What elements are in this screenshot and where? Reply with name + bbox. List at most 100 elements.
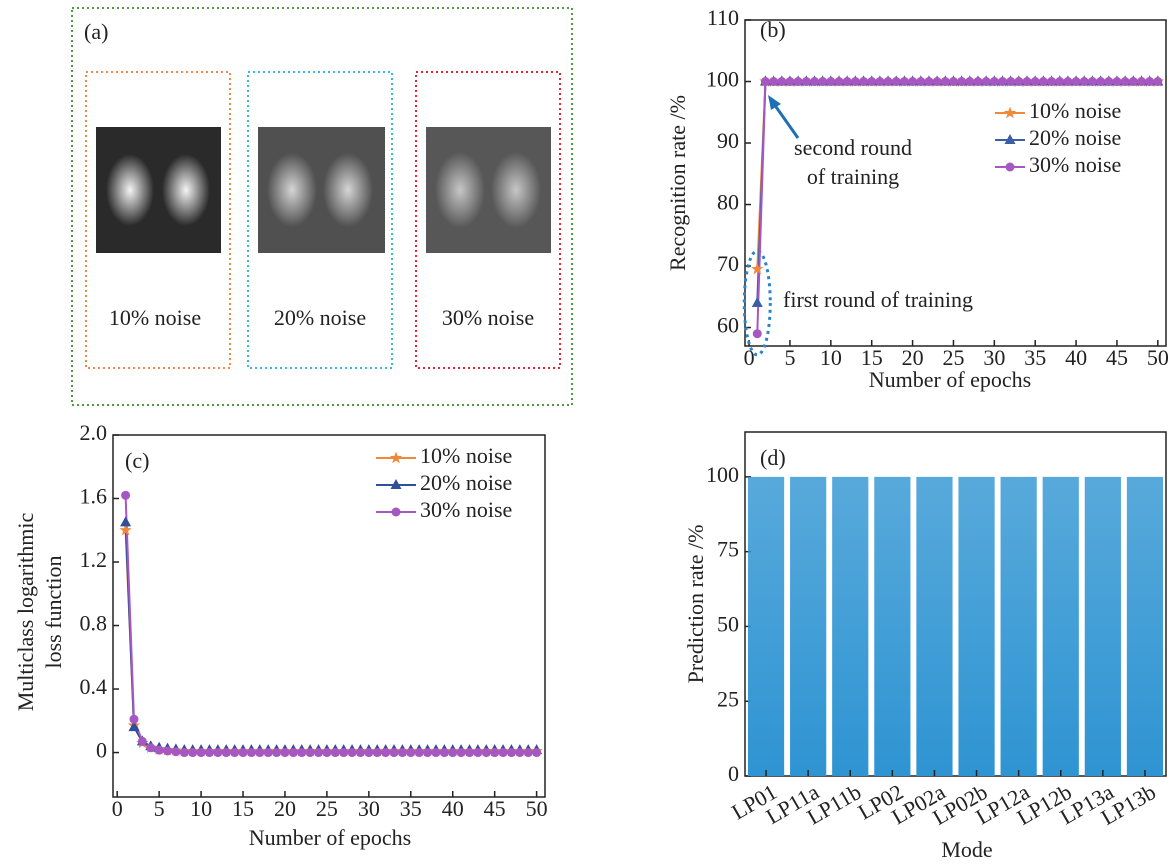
marker-shape bbox=[1096, 77, 1105, 86]
annotation: second round bbox=[794, 135, 912, 160]
x-tick-label: 50 bbox=[526, 796, 548, 821]
y-tick-label: 110 bbox=[707, 5, 739, 30]
marker bbox=[406, 748, 415, 757]
figure: (a) 10% noise 20% noise 30% noise (b)607… bbox=[0, 0, 1176, 866]
marker-shape bbox=[356, 748, 365, 757]
marker-shape bbox=[121, 491, 130, 500]
marker bbox=[180, 748, 189, 757]
marker bbox=[1104, 77, 1113, 86]
panel-label: (d) bbox=[760, 445, 786, 470]
marker bbox=[884, 77, 893, 86]
marker-shape bbox=[843, 77, 852, 86]
marker bbox=[1023, 77, 1032, 86]
marker bbox=[524, 748, 533, 757]
marker bbox=[924, 77, 933, 86]
panel-label: (b) bbox=[760, 17, 786, 42]
marker-shape bbox=[331, 748, 340, 757]
marker-shape bbox=[138, 737, 147, 746]
marker-shape bbox=[1006, 77, 1015, 86]
marker bbox=[1014, 77, 1023, 86]
marker-shape bbox=[532, 748, 541, 757]
marker-shape bbox=[867, 77, 876, 86]
marker bbox=[138, 737, 147, 746]
marker-shape bbox=[875, 77, 884, 86]
marker-shape bbox=[802, 77, 811, 86]
marker-shape bbox=[949, 77, 958, 86]
marker bbox=[331, 748, 340, 757]
marker bbox=[957, 77, 966, 86]
marker bbox=[457, 748, 466, 757]
marker bbox=[794, 77, 803, 86]
marker bbox=[222, 748, 231, 757]
marker bbox=[490, 748, 499, 757]
marker bbox=[949, 77, 958, 86]
marker bbox=[1153, 77, 1162, 86]
marker bbox=[356, 748, 365, 757]
marker-shape bbox=[364, 748, 373, 757]
marker-shape bbox=[314, 748, 323, 757]
x-tick-label: 40 bbox=[442, 796, 464, 821]
marker bbox=[381, 748, 390, 757]
bar bbox=[790, 477, 826, 776]
marker bbox=[171, 747, 180, 756]
marker-shape bbox=[515, 748, 524, 757]
marker-shape bbox=[129, 715, 138, 724]
y-tick-label: 25 bbox=[717, 686, 739, 711]
x-tick-label: 5 bbox=[784, 345, 795, 370]
y-tick-label: 100 bbox=[706, 462, 739, 487]
marker bbox=[1137, 77, 1146, 86]
y-axis-label: Recognition rate /% bbox=[665, 95, 690, 271]
marker-shape bbox=[381, 748, 390, 757]
marker bbox=[364, 748, 373, 757]
legend-label: 20% noise bbox=[1029, 125, 1121, 150]
marker bbox=[348, 748, 357, 757]
marker bbox=[1004, 107, 1016, 119]
marker bbox=[973, 77, 982, 86]
bar bbox=[832, 477, 868, 776]
x-tick-label: 35 bbox=[400, 796, 422, 821]
marker bbox=[892, 77, 901, 86]
marker-shape bbox=[1023, 77, 1032, 86]
annotation: of training bbox=[807, 164, 899, 189]
marker bbox=[965, 77, 974, 86]
marker bbox=[373, 748, 382, 757]
marker-shape bbox=[390, 452, 402, 464]
y-tick-label: 0 bbox=[728, 761, 739, 786]
marker bbox=[1006, 77, 1015, 86]
marker bbox=[908, 77, 917, 86]
marker-shape bbox=[280, 748, 289, 757]
marker bbox=[900, 77, 909, 86]
marker bbox=[230, 748, 239, 757]
bar bbox=[748, 477, 784, 776]
marker-shape bbox=[990, 77, 999, 86]
marker bbox=[810, 77, 819, 86]
y-tick-label: 75 bbox=[717, 537, 739, 562]
marker bbox=[289, 748, 298, 757]
y-tick-label: 60 bbox=[717, 313, 739, 338]
marker-shape bbox=[1055, 77, 1064, 86]
x-tick-label: 0 bbox=[112, 796, 123, 821]
marker-shape bbox=[1153, 77, 1162, 86]
marker bbox=[415, 748, 424, 757]
marker bbox=[990, 77, 999, 86]
marker bbox=[875, 77, 884, 86]
marker-shape bbox=[933, 77, 942, 86]
marker-shape bbox=[1137, 77, 1146, 86]
marker-shape bbox=[339, 748, 348, 757]
marker-shape bbox=[818, 77, 827, 86]
bar bbox=[1043, 477, 1079, 776]
marker-shape bbox=[884, 77, 893, 86]
marker-shape bbox=[482, 748, 491, 757]
marker-shape bbox=[973, 77, 982, 86]
marker-shape bbox=[392, 508, 401, 517]
marker bbox=[423, 748, 432, 757]
y-tick-label: 0.8 bbox=[80, 611, 108, 636]
x-tick-label: 10 bbox=[820, 345, 842, 370]
marker bbox=[515, 748, 524, 757]
marker-shape bbox=[146, 743, 155, 752]
page: (a) 10% noise 20% noise 30% noise (b)607… bbox=[0, 0, 1176, 866]
y-axis-label: loss function bbox=[41, 555, 66, 668]
marker-shape bbox=[499, 748, 508, 757]
marker bbox=[1096, 77, 1105, 86]
marker bbox=[163, 746, 172, 755]
